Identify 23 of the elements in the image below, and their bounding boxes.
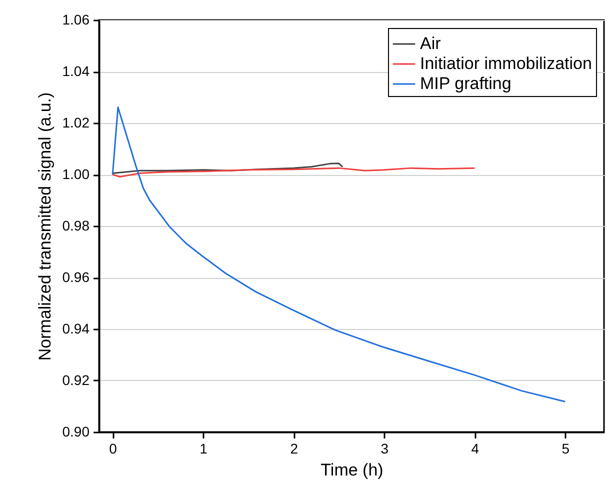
x-tick-label: 4 bbox=[471, 440, 480, 456]
y-tick-label: 0.94 bbox=[62, 320, 90, 336]
line-series bbox=[112, 106, 566, 402]
y-tick-label: 0.90 bbox=[62, 424, 90, 440]
y-tick-label: 1.00 bbox=[62, 166, 90, 182]
y-tick-label: 0.96 bbox=[62, 269, 90, 285]
legend-label: MIP grafting bbox=[420, 74, 512, 93]
y-tick-label: 1.04 bbox=[62, 63, 90, 79]
y-tick-label: 1.06 bbox=[62, 12, 90, 28]
x-tick-label: 1 bbox=[200, 440, 208, 456]
legend-label: Air bbox=[420, 34, 442, 53]
line-series bbox=[112, 162, 344, 174]
x-axis-title: Time (h) bbox=[320, 460, 384, 480]
x-tick-label: 5 bbox=[562, 440, 570, 456]
y-tick-label: 0.98 bbox=[62, 218, 90, 234]
x-tick-label: 2 bbox=[290, 440, 298, 456]
y-axis-title: Normalized transmitted signal (a.u.) bbox=[35, 92, 54, 361]
line-series bbox=[112, 167, 476, 178]
x-tick-label: 3 bbox=[380, 440, 389, 456]
legend-label: Initiatior immobilization bbox=[420, 54, 592, 73]
y-tick-label: 1.02 bbox=[62, 114, 90, 130]
x-tick-label: 0 bbox=[109, 440, 118, 456]
y-tick-label: 0.92 bbox=[62, 372, 90, 388]
